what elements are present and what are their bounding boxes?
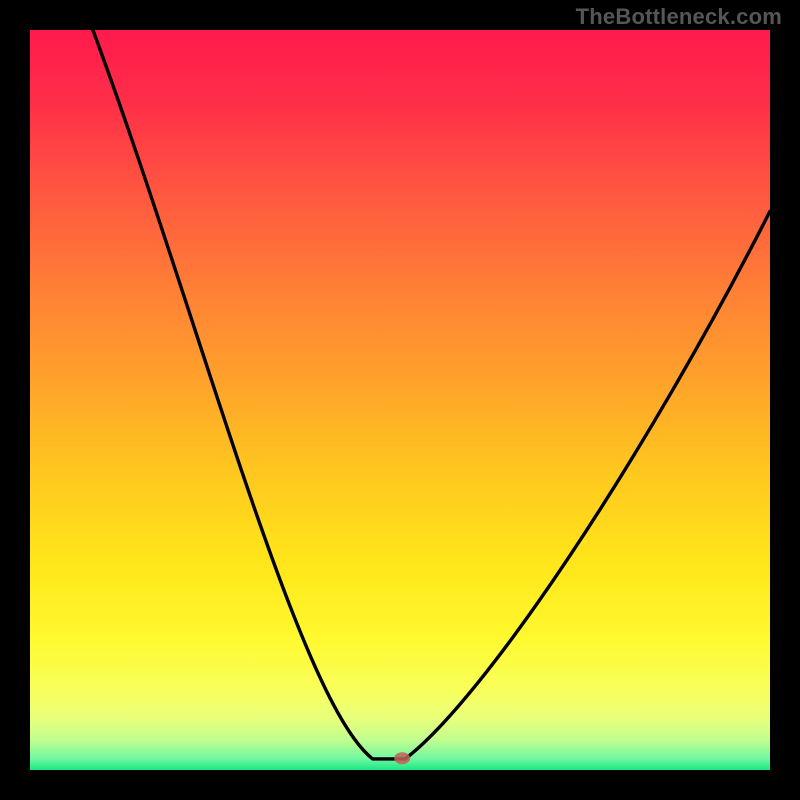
plot-background (30, 30, 770, 770)
bottleneck-chart (0, 0, 800, 800)
chart-container: TheBottleneck.com (0, 0, 800, 800)
notch-marker (394, 752, 410, 764)
